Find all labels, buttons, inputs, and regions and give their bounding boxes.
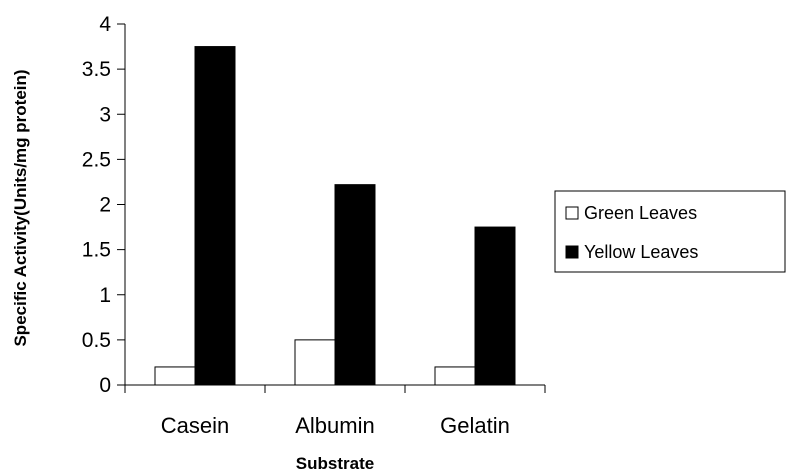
bar-green-leaves-casein — [154, 366, 196, 386]
y-tick-label: 0.5 — [82, 329, 111, 352]
x-category-label: Albumin — [295, 413, 374, 438]
legend-label-green-leaves: Green Leaves — [584, 203, 697, 223]
legend: Green Leaves Yellow Leaves — [554, 190, 786, 273]
y-tick-label: 4 — [99, 13, 111, 36]
x-category-label: Casein — [161, 413, 229, 438]
y-tick-label: 0 — [99, 374, 111, 397]
x-axis-title: Substrate — [296, 454, 374, 473]
y-tick-label: 2 — [99, 194, 111, 217]
x-axis: Casein Albumin Gelatin — [124, 384, 546, 438]
y-axis-title: Specific Activity(Units/mg protein) — [11, 69, 30, 346]
y-tick-label: 1.5 — [82, 239, 111, 262]
legend-swatch-green-leaves — [565, 206, 579, 220]
x-category-label: Gelatin — [440, 413, 510, 438]
y-tick-label: 3.5 — [82, 58, 111, 81]
y-tick-label: 1 — [99, 284, 111, 307]
bar-yellow-leaves-albumin — [334, 184, 376, 386]
y-tick-label: 2.5 — [82, 148, 111, 171]
bar-yellow-leaves-gelatin — [474, 226, 516, 386]
bar-yellow-leaves-casein — [194, 46, 236, 386]
bars — [154, 46, 516, 386]
y-tick-label: 3 — [99, 103, 111, 126]
legend-box — [554, 190, 786, 273]
bar-green-leaves-albumin — [294, 339, 336, 386]
bar-green-leaves-gelatin — [434, 366, 476, 386]
legend-swatch-yellow-leaves — [565, 245, 579, 259]
legend-label-yellow-leaves: Yellow Leaves — [584, 242, 698, 262]
y-axis: 0 0.5 1 1.5 2 2.5 3 3.5 4 — [82, 13, 126, 397]
